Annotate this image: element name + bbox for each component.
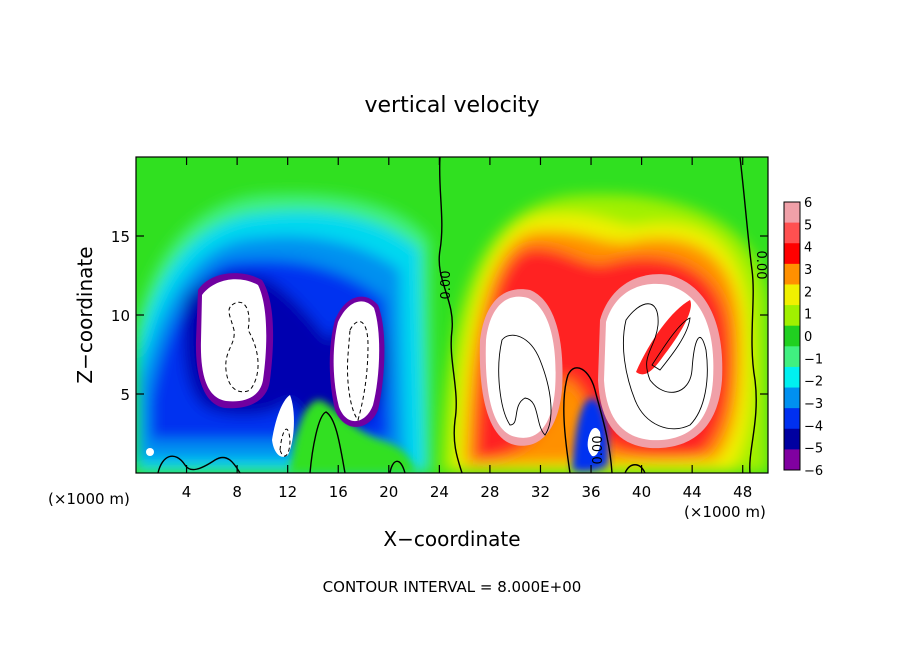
contour-label: 0.00 <box>591 436 606 465</box>
colorbar-label: −5 <box>804 442 823 457</box>
colorbar-swatch <box>784 305 800 327</box>
heatmap-field: 0.00 0.00 0.00 <box>136 157 768 473</box>
x-tick-label: 20 <box>379 483 398 501</box>
colorbar-label: −6 <box>804 464 823 479</box>
x-unit-left: (×1000 m) <box>48 490 130 508</box>
colorbar-swatch <box>784 243 800 265</box>
y-tick-label: 10 <box>111 307 130 325</box>
colorbar-swatch <box>784 428 800 450</box>
contour-lines <box>157 157 757 473</box>
max-core-small <box>587 427 601 457</box>
colorbar-swatch <box>784 387 800 409</box>
x-tick-label: 32 <box>531 483 550 501</box>
colorbar-frame <box>783 201 801 471</box>
colorbar-swatch <box>784 325 800 347</box>
colorbar-label: 3 <box>804 263 812 278</box>
min-core-left <box>200 279 267 402</box>
colorbar-label: 0 <box>804 330 812 345</box>
colorbar-swatch <box>784 222 800 244</box>
positive-contours <box>498 303 708 436</box>
colorbar-label: 5 <box>804 218 812 233</box>
colorbar-label: −3 <box>804 397 823 412</box>
x-tick-label: 8 <box>232 483 242 501</box>
max-core-left <box>485 296 556 438</box>
colorbar-swatch <box>784 284 800 306</box>
max-streak <box>636 300 691 375</box>
x-tick-label: 36 <box>581 483 600 501</box>
colorbar-label: 1 <box>804 308 812 323</box>
chart-title: vertical velocity <box>364 93 539 118</box>
min-core-small <box>272 395 294 457</box>
x-tick-label: 28 <box>480 483 499 501</box>
colorbar-label: 2 <box>804 285 812 300</box>
colorbar-swatch <box>784 202 800 224</box>
x-axis-ticks: 4 8 12 16 20 24 28 32 36 40 44 48 <box>182 157 752 501</box>
min-core-right <box>333 301 380 422</box>
contour-interval-note: CONTOUR INTERVAL = 8.000E+00 <box>323 578 582 596</box>
x-axis-label: X−coordinate <box>383 527 520 551</box>
x-tick-label: 12 <box>278 483 297 501</box>
y-tick-label: 5 <box>120 386 130 404</box>
colorbar-label: 4 <box>804 241 812 256</box>
x-unit-right: (×1000 m) <box>684 503 766 521</box>
colorbar-swatch <box>784 366 800 389</box>
colorbar-label: 6 <box>804 196 812 211</box>
dashed-contours <box>225 301 369 457</box>
colorbar-label: −1 <box>804 352 823 367</box>
x-tick-label: 24 <box>430 483 449 501</box>
y-axis-ticks: 5 10 15 <box>111 228 768 404</box>
y-axis-label: Z−coordinate <box>73 246 97 383</box>
x-tick-label: 4 <box>182 483 192 501</box>
x-tick-label: 44 <box>683 483 702 501</box>
colorbar: 6 5 4 3 2 1 0 −1 −2 −3 −4 −5 −6 <box>783 196 823 479</box>
x-tick-label: 16 <box>329 483 348 501</box>
x-tick-label: 48 <box>733 483 752 501</box>
contour-label: 0.00 <box>753 251 768 280</box>
y-tick-label: 15 <box>111 228 130 246</box>
colorbar-swatch <box>784 449 800 471</box>
colorbar-swatch <box>784 408 800 430</box>
colorbar-swatch <box>784 346 800 368</box>
contour-label: 0.00 <box>439 271 454 300</box>
x-tick-label: 40 <box>632 483 651 501</box>
min-core-dot <box>146 448 154 456</box>
colorbar-label: −2 <box>804 375 823 390</box>
colorbar-label: −4 <box>804 419 823 434</box>
colorbar-swatch <box>784 263 800 285</box>
